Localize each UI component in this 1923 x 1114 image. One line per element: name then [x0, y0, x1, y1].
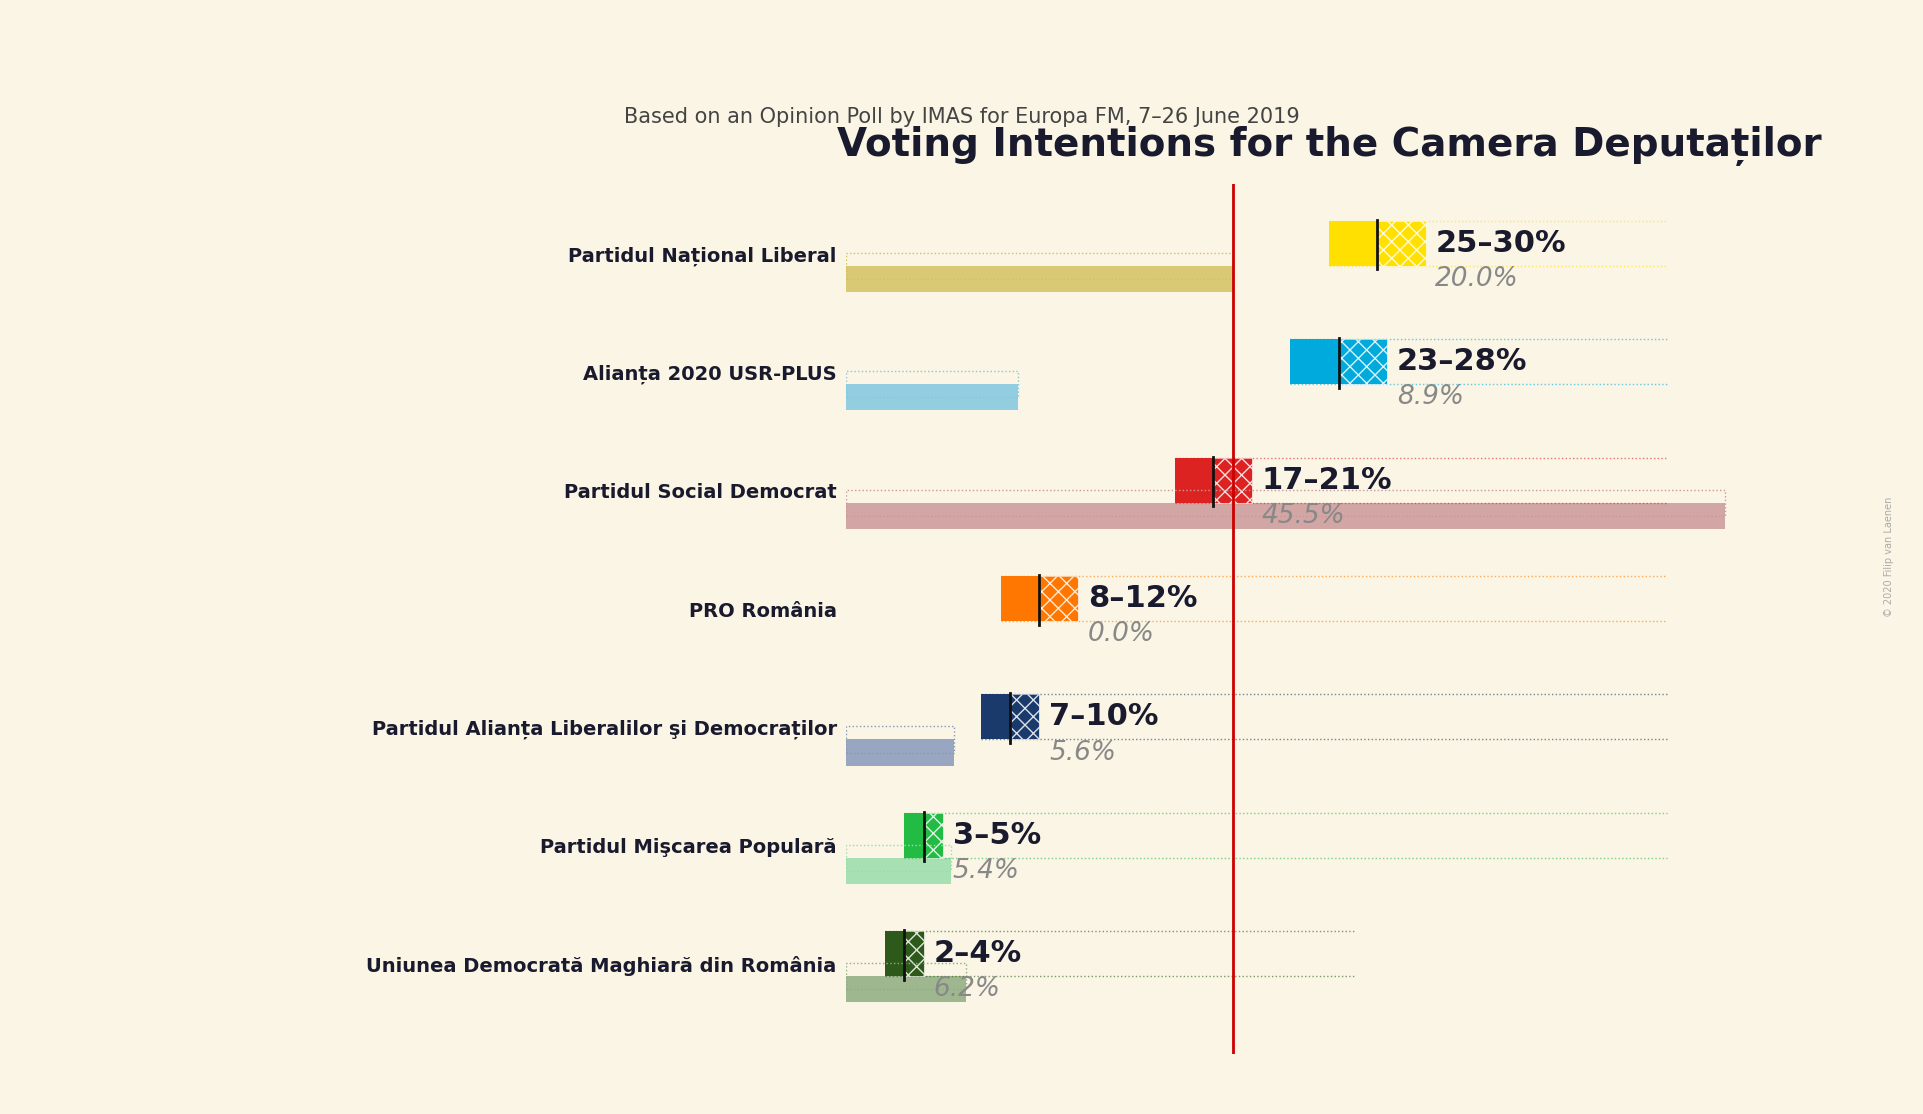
Text: 8–12%: 8–12% — [1088, 584, 1198, 613]
Text: Partidul Național Liberal: Partidul Național Liberal — [569, 246, 837, 265]
Text: © 2020 Filip van Laenen: © 2020 Filip van Laenen — [1885, 497, 1894, 617]
Bar — [1442, 936, 1485, 960]
Bar — [846, 964, 965, 989]
Bar — [1404, 936, 1479, 960]
Text: 5.4%: 5.4% — [952, 858, 1019, 883]
Title: Voting Intentions for the Camera Deputaților: Voting Intentions for the Camera Deputaț… — [837, 126, 1821, 166]
Bar — [904, 931, 923, 976]
Text: Partidul Alianța Liberalilor şi Democraților: Partidul Alianța Liberalilor şi Democraț… — [371, 720, 837, 740]
Text: 3–5%: 3–5% — [952, 821, 1040, 850]
Bar — [1377, 221, 1425, 266]
Bar — [1329, 221, 1425, 266]
Bar — [846, 740, 954, 765]
Bar — [1000, 576, 1079, 622]
Bar — [846, 844, 950, 871]
Text: 7–10%: 7–10% — [1050, 703, 1158, 732]
Bar — [846, 371, 1017, 398]
Bar — [1040, 576, 1079, 622]
Bar — [885, 931, 923, 976]
Text: Alianța 2020 USR-PLUS: Alianța 2020 USR-PLUS — [583, 364, 837, 384]
Text: Partidul Social Democrat: Partidul Social Democrat — [563, 483, 837, 502]
Bar — [846, 253, 1233, 278]
Text: 25–30%: 25–30% — [1435, 228, 1565, 257]
Bar — [846, 726, 954, 753]
Text: Based on an Opinion Poll by IMAS for Europa FM, 7–26 June 2019: Based on an Opinion Poll by IMAS for Eur… — [623, 107, 1300, 127]
Text: 5.6%: 5.6% — [1050, 740, 1115, 765]
Bar — [846, 266, 1233, 292]
Bar — [846, 976, 965, 1003]
Bar — [981, 694, 1040, 740]
Text: 23–28%: 23–28% — [1396, 348, 1527, 377]
Bar — [923, 813, 942, 858]
Text: PRO România: PRO România — [688, 602, 837, 620]
Bar — [846, 490, 1725, 516]
Text: 45.5%: 45.5% — [1261, 502, 1344, 529]
Text: 6.2%: 6.2% — [933, 976, 1000, 1003]
Bar — [1175, 458, 1252, 502]
Bar — [1338, 340, 1386, 384]
Bar — [1213, 458, 1252, 502]
Text: 0.0%: 0.0% — [1088, 622, 1154, 647]
Text: 17–21%: 17–21% — [1261, 466, 1392, 495]
Bar — [1404, 985, 1492, 1005]
Bar — [846, 502, 1725, 529]
Text: Partidul Mişcarea Populară: Partidul Mişcarea Populară — [540, 839, 837, 858]
Text: Last result: Last result — [1517, 980, 1598, 995]
Text: 8.9%: 8.9% — [1396, 384, 1463, 410]
Bar — [904, 813, 942, 858]
Text: Uniunea Democrată Maghiară din România: Uniunea Democrată Maghiară din România — [367, 956, 837, 976]
Bar — [1290, 340, 1386, 384]
Bar — [846, 384, 1017, 410]
Text: 95% confidence interval
with median: 95% confidence interval with median — [1444, 897, 1671, 936]
Bar — [846, 858, 950, 883]
Text: 20.0%: 20.0% — [1435, 266, 1519, 292]
Bar — [1010, 694, 1040, 740]
Text: 2–4%: 2–4% — [933, 939, 1021, 968]
